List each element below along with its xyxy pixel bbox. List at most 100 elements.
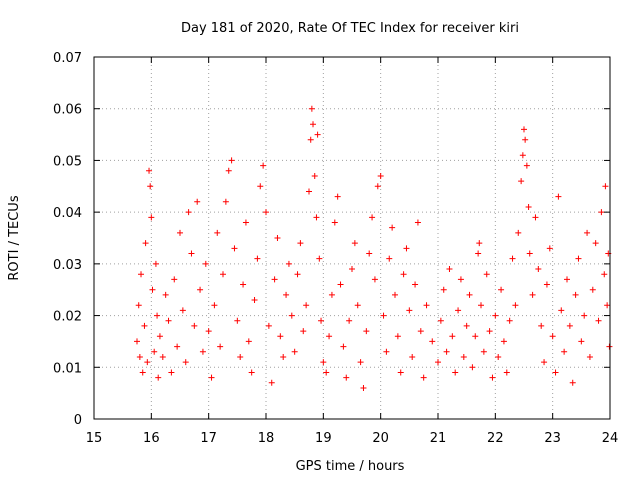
data-point — [380, 312, 387, 319]
data-point — [179, 307, 186, 314]
data-point — [449, 333, 456, 340]
data-point — [313, 214, 320, 221]
data-point — [584, 229, 591, 236]
data-point — [478, 302, 484, 309]
data-point — [349, 266, 355, 273]
data-point — [159, 353, 166, 360]
data-point — [452, 369, 459, 376]
data-point — [162, 291, 169, 298]
data-point — [546, 245, 553, 252]
data-point — [351, 240, 358, 247]
data-point — [271, 276, 278, 283]
data-point — [561, 348, 568, 355]
data-point — [337, 281, 344, 288]
y-tick-label: 0 — [74, 413, 82, 428]
data-point — [446, 266, 453, 273]
data-point — [552, 369, 559, 376]
data-point — [503, 369, 510, 376]
data-point — [586, 353, 593, 360]
data-point — [558, 307, 565, 314]
data-point — [377, 172, 384, 179]
data-point — [139, 369, 146, 376]
data-point — [151, 348, 158, 355]
data-point — [472, 333, 479, 340]
data-point — [532, 214, 539, 221]
data-point — [392, 291, 398, 298]
data-point — [386, 255, 393, 262]
y-axis-label: ROTI / TECUs — [7, 195, 22, 280]
data-point — [191, 322, 198, 329]
data-point — [254, 255, 261, 262]
data-point — [523, 162, 530, 169]
data-point — [437, 317, 444, 324]
data-point — [297, 240, 304, 247]
data-point — [280, 353, 287, 360]
data-point — [526, 250, 533, 257]
data-point — [199, 348, 206, 355]
data-point — [519, 152, 526, 159]
data-point — [457, 276, 464, 283]
data-point — [602, 183, 609, 190]
x-axis-label: GPS time / hours — [296, 459, 405, 474]
data-point — [142, 240, 149, 247]
data-point — [294, 271, 301, 278]
data-point — [251, 297, 258, 304]
data-point — [509, 255, 516, 262]
data-point — [185, 209, 192, 216]
data-point — [307, 136, 314, 143]
data-point — [604, 302, 611, 309]
data-point — [575, 255, 582, 262]
data-point — [331, 219, 338, 226]
data-point — [214, 229, 221, 236]
data-point — [138, 271, 145, 278]
data-point — [598, 209, 605, 216]
data-point — [165, 317, 172, 324]
data-point — [136, 353, 143, 360]
data-point — [566, 322, 573, 329]
data-point — [389, 224, 396, 231]
data-point — [366, 250, 373, 257]
x-tick-label: 20 — [372, 431, 389, 446]
data-point — [155, 374, 162, 381]
data-point — [228, 157, 235, 164]
x-tick-labels: 15 16 17 18 19 20 21 22 23 24 — [86, 431, 619, 446]
data-point — [240, 281, 247, 288]
data-point — [363, 328, 370, 335]
data-point — [334, 193, 341, 200]
data-point — [308, 105, 315, 112]
data-point — [314, 131, 321, 138]
data-point — [483, 271, 490, 278]
data-point — [549, 333, 556, 340]
data-point — [581, 312, 588, 319]
data-point — [383, 348, 390, 355]
y-tick-label: 0.03 — [53, 258, 82, 273]
data-point — [354, 302, 361, 309]
data-point — [208, 374, 215, 381]
data-point — [443, 348, 450, 355]
data-point — [440, 286, 447, 293]
y-tick-label: 0.05 — [53, 154, 82, 169]
data-point — [476, 240, 483, 247]
data-point — [154, 312, 161, 319]
data-point — [521, 126, 527, 133]
x-tick-label: 21 — [430, 431, 447, 446]
data-point — [469, 364, 476, 371]
data-points-layer — [134, 105, 613, 391]
data-point — [260, 162, 267, 169]
data-point — [326, 333, 333, 340]
data-point — [374, 183, 381, 190]
data-point — [311, 172, 318, 179]
data-point — [194, 198, 201, 205]
data-point — [357, 359, 364, 366]
data-point — [495, 353, 502, 360]
data-point — [601, 271, 608, 278]
data-point — [343, 374, 350, 381]
data-point — [555, 193, 562, 200]
data-point — [323, 369, 330, 376]
data-point — [403, 245, 410, 252]
data-point — [595, 317, 602, 324]
data-point — [592, 240, 599, 247]
data-point — [572, 291, 579, 298]
data-point — [182, 359, 189, 366]
data-point — [541, 359, 548, 366]
